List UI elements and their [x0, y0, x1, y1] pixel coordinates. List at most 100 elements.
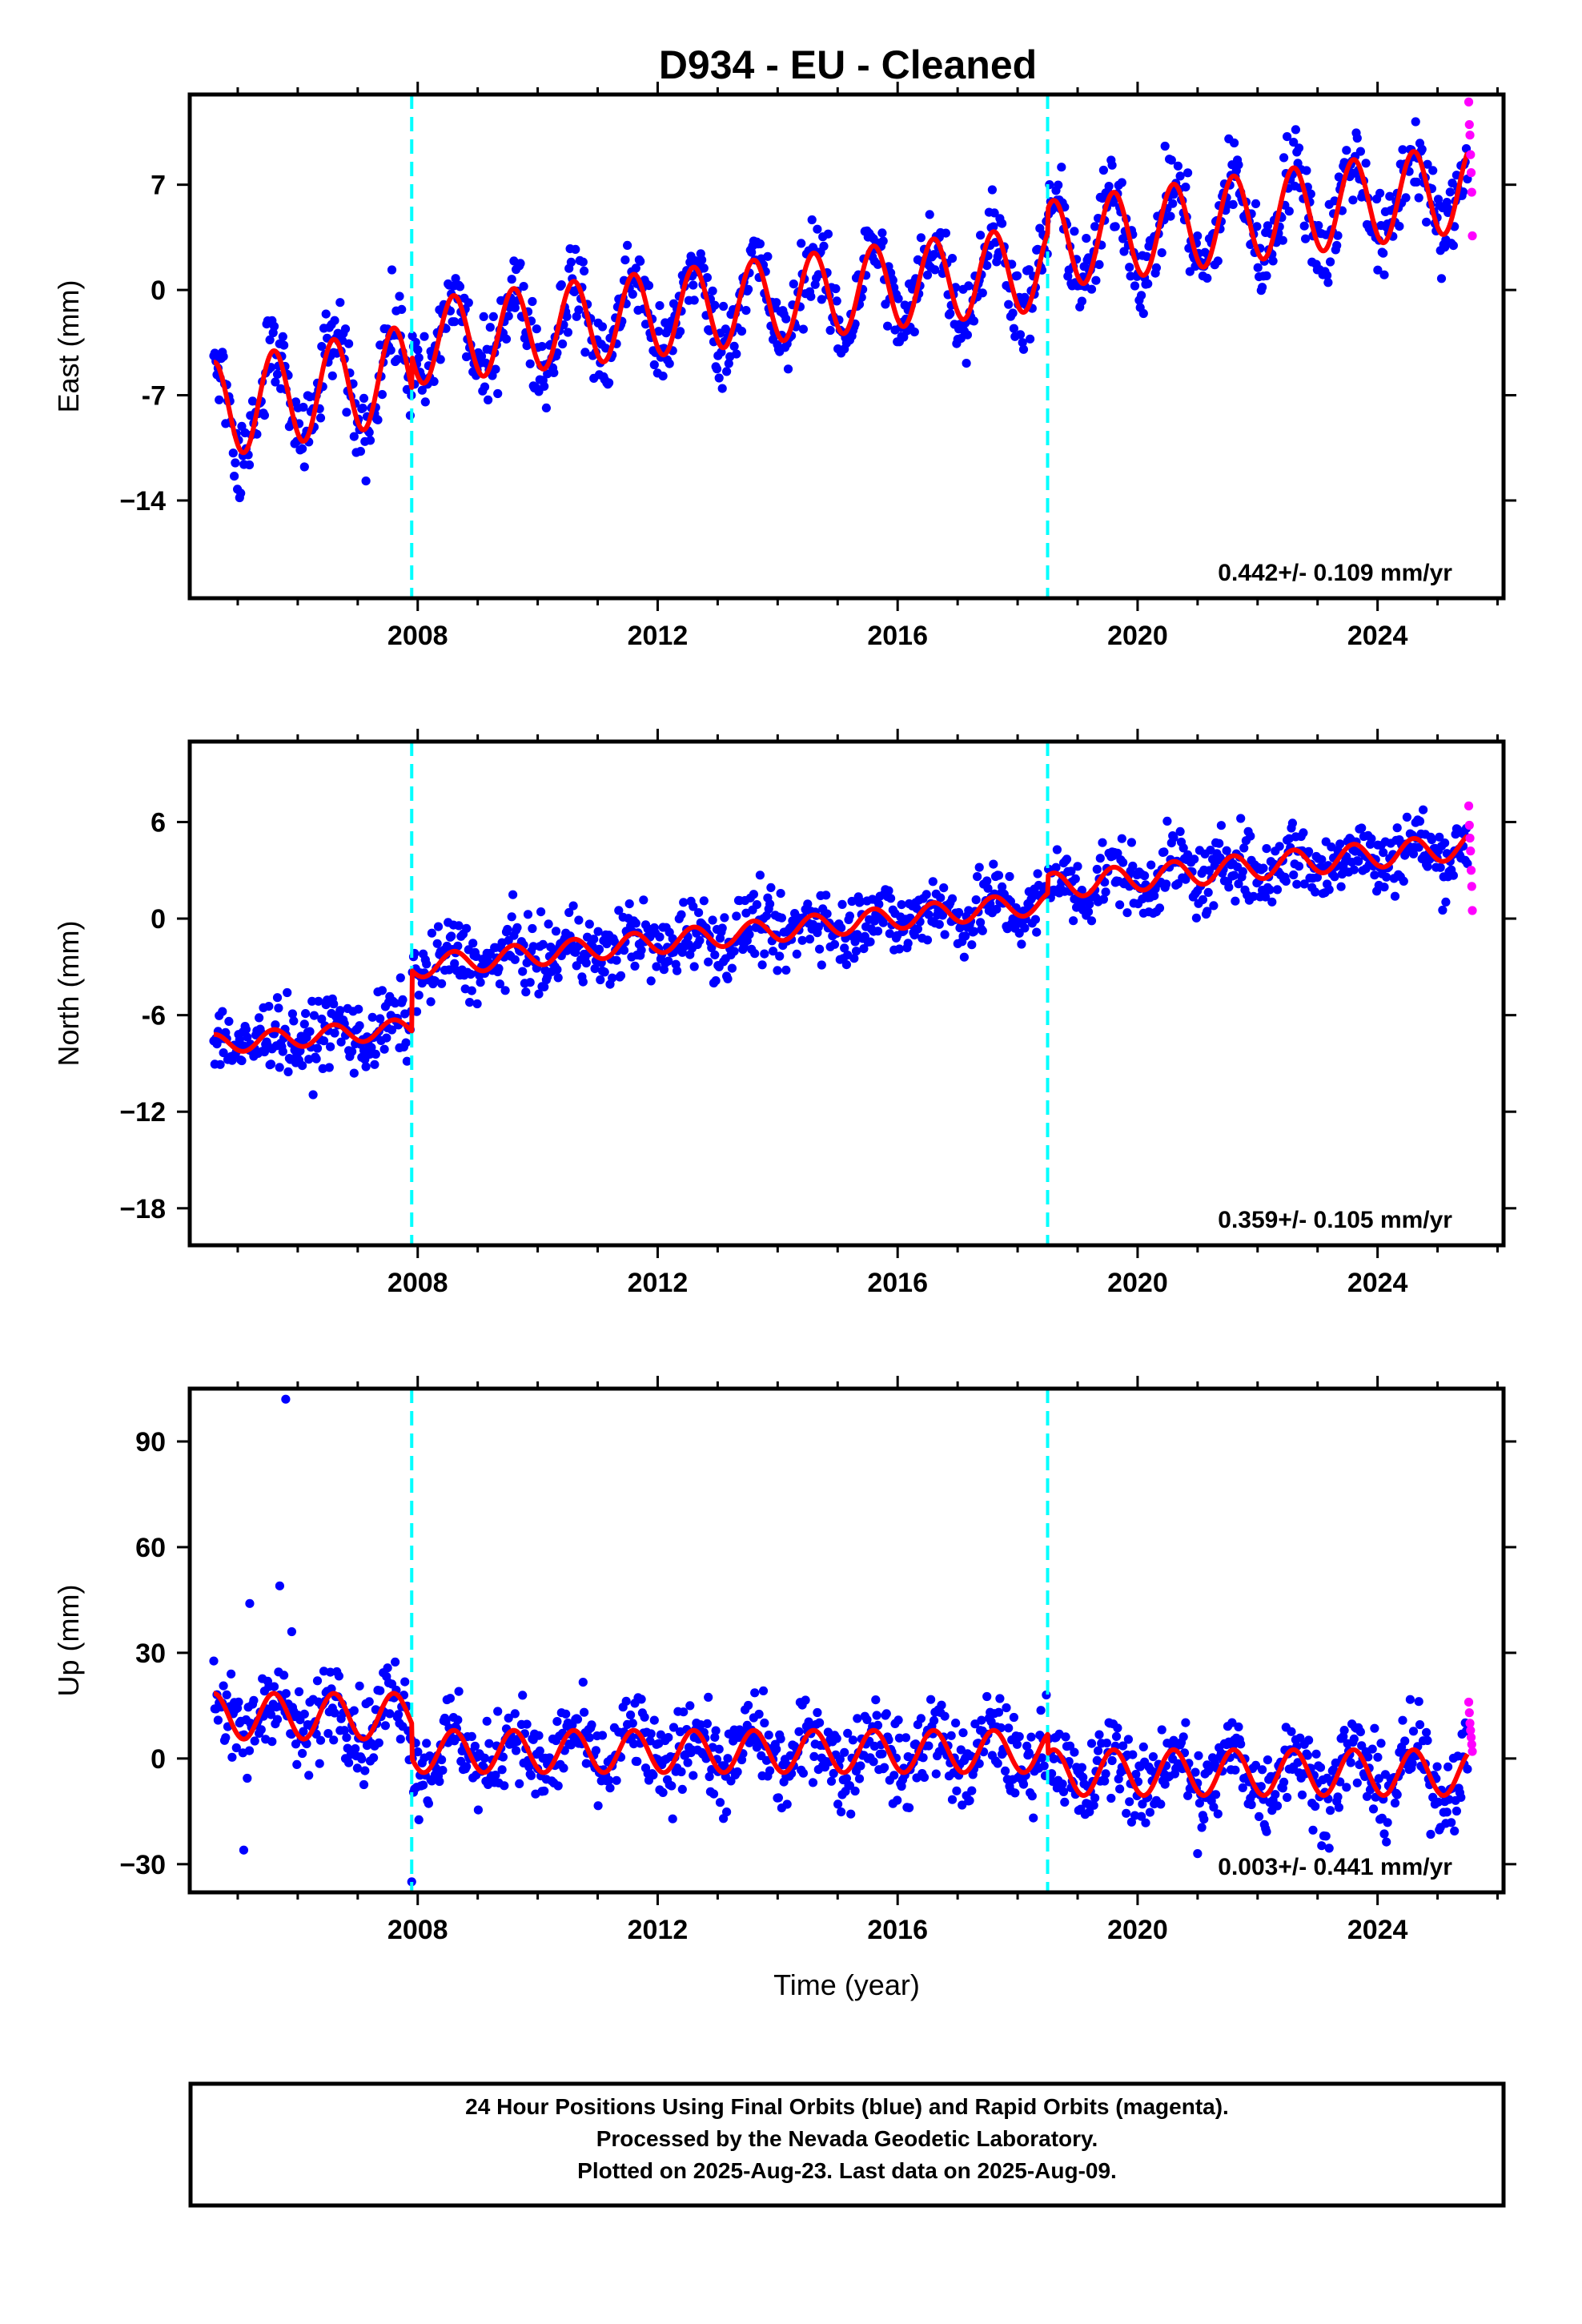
data-point: [974, 1759, 984, 1768]
data-point: [961, 931, 970, 941]
x-tick-label: 2012: [628, 621, 689, 651]
data-point: [806, 292, 816, 301]
data-point: [568, 901, 578, 911]
data-point: [427, 928, 437, 938]
data-point: [515, 1779, 524, 1788]
data-point: [1249, 891, 1259, 901]
data-point: [1261, 892, 1271, 902]
data-point: [1405, 1695, 1415, 1704]
data-point: [596, 975, 605, 985]
data-point: [375, 1014, 385, 1023]
data-point: [594, 944, 604, 954]
data-point: [781, 965, 791, 975]
data-point: [954, 907, 964, 918]
data-point: [209, 1656, 219, 1666]
data-point: [420, 332, 429, 341]
data-point: [1438, 905, 1447, 915]
data-point: [699, 896, 709, 906]
data-point: [556, 280, 566, 290]
data-point: [720, 913, 729, 923]
data-point: [578, 257, 588, 267]
data-point: [1426, 1829, 1435, 1839]
data-point: [709, 1789, 719, 1799]
data-point: [723, 1754, 733, 1763]
data-point: [1119, 247, 1129, 256]
data-point: [1348, 195, 1358, 205]
data-point: [534, 989, 544, 999]
data-point: [1407, 1759, 1417, 1768]
data-point: [1326, 1806, 1335, 1815]
data-point: [640, 320, 651, 329]
data-point: [544, 1753, 555, 1763]
rapid-point: [1465, 1719, 1475, 1728]
data-point: [835, 1755, 845, 1764]
data-point: [1379, 883, 1389, 892]
data-point: [355, 1681, 364, 1691]
data-point: [862, 1715, 872, 1724]
data-point: [524, 1762, 534, 1771]
data-point: [507, 275, 516, 284]
data-point: [522, 1719, 532, 1729]
data-point: [426, 997, 436, 1007]
data-point: [969, 316, 979, 326]
data-point: [628, 289, 637, 299]
data-point: [1190, 854, 1199, 864]
data-point: [541, 403, 552, 412]
rate-label: 0.442+/- 0.109 mm/yr: [1218, 560, 1452, 586]
data-point: [359, 393, 369, 403]
data-point: [1336, 882, 1346, 891]
data-point: [918, 1753, 928, 1763]
rapid-point: [1464, 119, 1474, 130]
rapid-point: [1466, 1726, 1476, 1735]
data-point: [873, 927, 883, 936]
data-point: [1259, 863, 1268, 873]
data-point: [1125, 1797, 1134, 1807]
data-point: [1268, 256, 1278, 266]
data-point: [761, 911, 772, 921]
data-point: [354, 1004, 363, 1014]
data-point: [924, 1741, 934, 1751]
data-point: [901, 1733, 911, 1743]
data-point: [1323, 278, 1333, 287]
data-point: [1267, 897, 1277, 907]
data-point: [553, 1781, 563, 1791]
data-point: [231, 458, 240, 468]
data-point: [951, 1719, 961, 1728]
data-point: [1175, 826, 1185, 836]
data-point: [962, 359, 971, 368]
data-point: [1146, 860, 1156, 870]
data-point: [1215, 838, 1224, 848]
data-point: [1281, 876, 1291, 886]
data-point: [1140, 870, 1150, 881]
data-point: [1123, 1735, 1133, 1744]
data-point: [278, 1047, 287, 1056]
data-point: [1332, 240, 1342, 251]
data-point: [732, 911, 741, 921]
data-point: [551, 927, 561, 936]
data-point: [315, 413, 326, 423]
data-point: [450, 959, 460, 968]
data-point: [878, 236, 888, 246]
data-point: [1086, 284, 1097, 294]
data-point: [1198, 895, 1207, 904]
data-point: [537, 342, 547, 352]
data-point: [755, 870, 765, 880]
data-point: [1352, 1778, 1362, 1787]
data-point: [841, 1774, 851, 1783]
data-point: [324, 1063, 334, 1072]
data-point: [411, 337, 420, 348]
y-tick-label: 0: [151, 275, 166, 306]
data-point: [998, 219, 1007, 228]
data-point: [1126, 271, 1135, 281]
data-point: [710, 300, 720, 310]
data-point: [1258, 1765, 1267, 1775]
x-tick-label: 2020: [1107, 1915, 1168, 1945]
data-point: [369, 1753, 379, 1763]
data-point: [924, 910, 934, 919]
data-point: [1126, 838, 1136, 847]
data-point: [1379, 270, 1389, 279]
data-point: [279, 340, 289, 350]
data-point: [1361, 159, 1371, 168]
data-point: [1311, 1802, 1320, 1811]
data-point: [1349, 1734, 1359, 1743]
